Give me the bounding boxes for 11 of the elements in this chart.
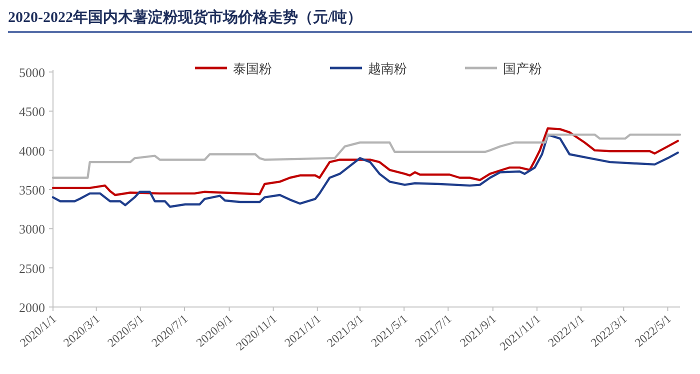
y-tick-label: 2500 xyxy=(19,260,45,276)
y-tick-label: 3500 xyxy=(19,182,45,198)
title: 2020-2022年国内木薯淀粉现货市场价格走势（元/吨） xyxy=(8,10,362,26)
y-tick-label: 4500 xyxy=(19,104,45,120)
y-tick-label: 3000 xyxy=(19,222,45,237)
y-tick-label: 4000 xyxy=(19,143,45,158)
legend-label: 国产粉 xyxy=(503,61,542,76)
legend-label: 越南粉 xyxy=(368,61,407,76)
y-tick-label: 2000 xyxy=(19,300,45,315)
legend-label: 泰国粉 xyxy=(233,61,272,76)
y-tick-label: 5000 xyxy=(19,65,45,80)
